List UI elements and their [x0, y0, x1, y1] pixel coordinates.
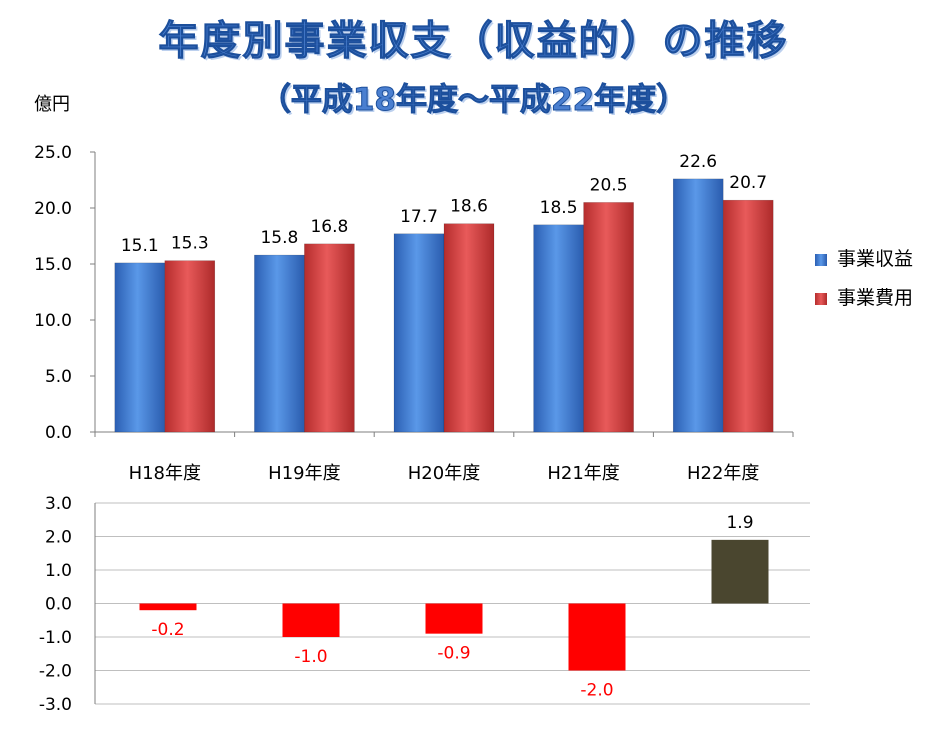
data-label: -2.0	[580, 681, 613, 701]
bar-balance	[139, 603, 197, 611]
bar-revenue	[393, 233, 445, 433]
y-tick-label: 10.0	[34, 311, 72, 331]
data-label: 17.7	[400, 207, 438, 227]
bar-expense	[304, 243, 355, 433]
x-tick-label: H21年度	[547, 463, 619, 484]
y-tick-label: 0.0	[45, 423, 72, 443]
chart-subtitle: （平成18年度～平成22年度）	[259, 82, 688, 119]
y-tick-label: 15.0	[34, 255, 72, 275]
data-label: 15.1	[121, 236, 159, 256]
y-tick-label: -3.0	[39, 695, 72, 715]
y-tick-label: -1.0	[39, 628, 72, 648]
data-label: 1.9	[726, 513, 753, 533]
bar-balance	[711, 539, 769, 604]
bar-revenue	[114, 262, 166, 433]
bar-revenue	[672, 178, 724, 433]
data-label: 20.5	[590, 175, 628, 195]
bar-revenue	[254, 254, 305, 433]
y-tick-label: 2.0	[45, 528, 72, 548]
bar-revenue	[533, 224, 584, 433]
data-label: 18.6	[450, 197, 488, 217]
unit-label: 億円	[34, 94, 70, 115]
bar-expense	[443, 223, 495, 433]
bar-expense	[583, 202, 634, 433]
y-tick-label: 1.0	[45, 561, 72, 581]
bar-balance	[568, 603, 626, 671]
legend-swatch-expense	[815, 292, 827, 305]
bar-expense	[722, 199, 774, 433]
bar-balance	[282, 603, 340, 637]
legend-label-revenue: 事業収益	[837, 248, 914, 270]
legend-swatch-revenue	[815, 253, 827, 266]
y-tick-label: 25.0	[34, 143, 72, 163]
data-label: 20.7	[729, 173, 767, 193]
data-label: -1.0	[294, 647, 327, 667]
y-tick-label: 3.0	[45, 494, 72, 514]
data-label: 15.8	[260, 228, 298, 248]
data-label: -0.9	[437, 644, 470, 664]
legend-item-expense: 事業費用	[815, 283, 913, 310]
x-tick-label: H20年度	[408, 463, 480, 484]
data-label: 22.6	[679, 152, 717, 172]
y-tick-label: 20.0	[34, 199, 72, 219]
y-tick-label: -2.0	[39, 662, 72, 682]
x-tick-label: H18年度	[129, 463, 201, 484]
x-tick-label: H22年度	[687, 463, 759, 484]
bar-balance	[425, 603, 483, 634]
y-tick-label: 0.0	[45, 595, 72, 615]
chart-title: 年度別事業収支（収益的）の推移	[158, 18, 789, 65]
revenue-expense-chart: 0.0 5.0 10.0 15.0 20.0 25.0 15.1 15.3 H18年度 15.8 1…	[34, 143, 794, 484]
balance-chart: -3.0 -2.0 -1.0 0.0 1.0 2.0 3.0 -0.2 -1.0 -0.9 -2.0…	[39, 494, 810, 715]
data-label: 18.5	[540, 198, 578, 218]
data-label: -0.2	[151, 620, 184, 640]
y-tick-label: 5.0	[45, 367, 72, 387]
x-tick-label: H19年度	[268, 463, 340, 484]
data-label: 15.3	[171, 234, 209, 254]
data-label: 16.8	[310, 217, 348, 237]
bar-expense	[164, 260, 216, 433]
legend-label-expense: 事業費用	[837, 287, 914, 309]
legend-item-revenue: 事業収益	[815, 244, 913, 271]
